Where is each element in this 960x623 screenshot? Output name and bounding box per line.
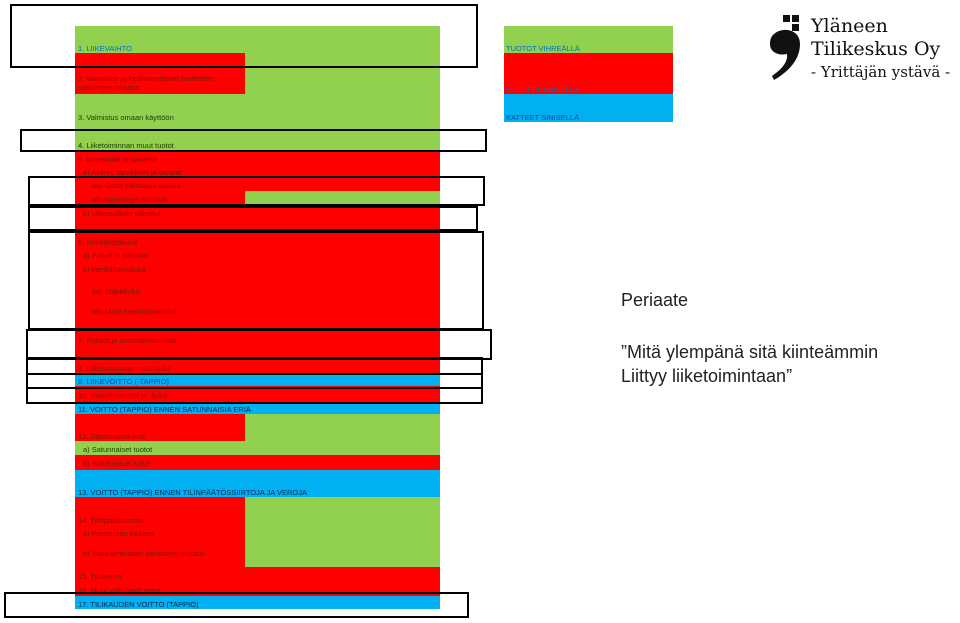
row-12-label: 12. Satunnaiset erät xyxy=(78,432,146,441)
row-8-label: 8. Liiketoiminnan muut kulut xyxy=(78,364,171,373)
row-14-label: 14. Tilinpäätössiirrot xyxy=(78,516,145,525)
highlight-frame-external-services xyxy=(28,206,478,231)
margin-block-net-profit xyxy=(75,596,440,609)
legend-blue-label: KATTEET SINISELLÄ xyxy=(506,113,580,122)
highlight-frame-financial xyxy=(26,387,483,404)
cost-block-inventory-ab xyxy=(75,191,245,206)
legend-swatch-red xyxy=(504,53,673,94)
cost-block-financial xyxy=(75,386,440,402)
row-17-label: 17. TILIKAUDEN VOITTO (TAPPIO) xyxy=(78,600,199,609)
row-6bb-label: bb) Muut henkilösivukulut xyxy=(92,307,177,316)
legend-swatch-blue xyxy=(504,94,673,122)
margin-block-profit-before-appropriations xyxy=(75,470,440,497)
logo-line-1: Yläneen xyxy=(811,15,888,37)
row-6a-label: a) Palkat ja palkkiot xyxy=(83,251,149,260)
row-12a-label: a) Satunnaiset tuotot xyxy=(83,445,153,454)
row-14a-label: a) Poistoeron muutos xyxy=(83,529,155,538)
row-3-label: 3. Valmistus omaan käyttöön xyxy=(78,113,174,122)
row-10-label: 10. Rahoitustuotot ja -kulut xyxy=(78,391,168,400)
highlight-frame-net-profit xyxy=(4,592,469,618)
margin-block-operating-profit xyxy=(75,374,440,386)
row-2-label: 2. Valmiiden ja keskeneräisten tuotteide… xyxy=(78,74,215,92)
highlight-frame-revenue xyxy=(10,4,478,68)
row-9-label: 9. LIIKEVOITTO (-TAPPIO) xyxy=(78,377,169,386)
row-11-label: 11. VOITTO (TAPPIO) ENNEN SATUNNAISIA ER… xyxy=(78,405,251,414)
principle-line-1: ”Mitä ylempänä sitä kiinteämmin xyxy=(621,342,879,362)
highlight-frame-purchases xyxy=(28,176,485,206)
cost-block-inventory-change xyxy=(75,53,245,94)
cost-block-extraordinary xyxy=(75,414,245,441)
row-5ab-label: ab) Varastojen muutos xyxy=(92,195,167,204)
cost-block-other-expenses xyxy=(75,359,440,374)
row-4-label: 4. Liiketoiminnan muut tuotot xyxy=(78,141,174,150)
row-5aa-label: aa) Ostot tilikauden aikana xyxy=(92,181,181,190)
row-7-label: 7. Poistot ja arvonalentumiset xyxy=(78,336,177,345)
legend-green-label: TUOTOT VIHREÄLLÄ xyxy=(506,44,580,53)
cost-block-extraordinary-costs xyxy=(75,455,440,470)
row-14b-label: b) Vapaaehtoisten varausten muutos xyxy=(83,549,206,558)
cost-block-materials xyxy=(75,151,440,191)
cost-block-appropriations xyxy=(75,497,245,567)
logo-line-3: - Yrittäjän ystävä - xyxy=(811,63,951,81)
highlight-frame-other-income xyxy=(20,129,487,152)
highlight-frame-personnel xyxy=(28,231,484,330)
principle-heading: Periaate xyxy=(621,290,689,310)
row-5a-label: a) Aineet, tarvikkeet ja tavarat xyxy=(83,168,182,177)
highlight-frame-depreciation xyxy=(26,329,492,360)
principle-line-2: Liittyy liiketoimintaan” xyxy=(621,366,793,386)
legend-swatch-green xyxy=(504,26,673,53)
margin-block-profit-before-extraordinary xyxy=(75,402,440,414)
row-5b-label: b) Ulkopuoliset palvelut xyxy=(83,209,161,218)
row-6ba-label: ba) Eläkekulut xyxy=(92,287,140,296)
cost-block-taxes xyxy=(75,567,440,596)
logo-line-2: Tilikeskus Oy xyxy=(811,38,941,60)
row-16-label: 16. Muut välittömät verot xyxy=(78,586,161,595)
logo-mark-icon xyxy=(770,15,800,80)
legend-red-label: KULUT PUNAISELLA xyxy=(506,85,579,94)
row-6b-label: b) Henkilösivukulut xyxy=(83,265,146,274)
row-5-label: 5. Materiaalit ja palvelut xyxy=(78,155,157,164)
row-1-label: 1. LIIKEVAIHTO xyxy=(78,44,132,53)
row-13-label: 13. VOITTO (TAPPIO) ENNEN TILINPÄÄTÖSSII… xyxy=(78,488,307,497)
row-12b-label: b) Satunnaiset kulut xyxy=(83,459,150,468)
row-6-label: 6. Henkilöstökulut xyxy=(78,238,138,247)
row-15-label: 15. Tuloverot xyxy=(78,572,122,581)
